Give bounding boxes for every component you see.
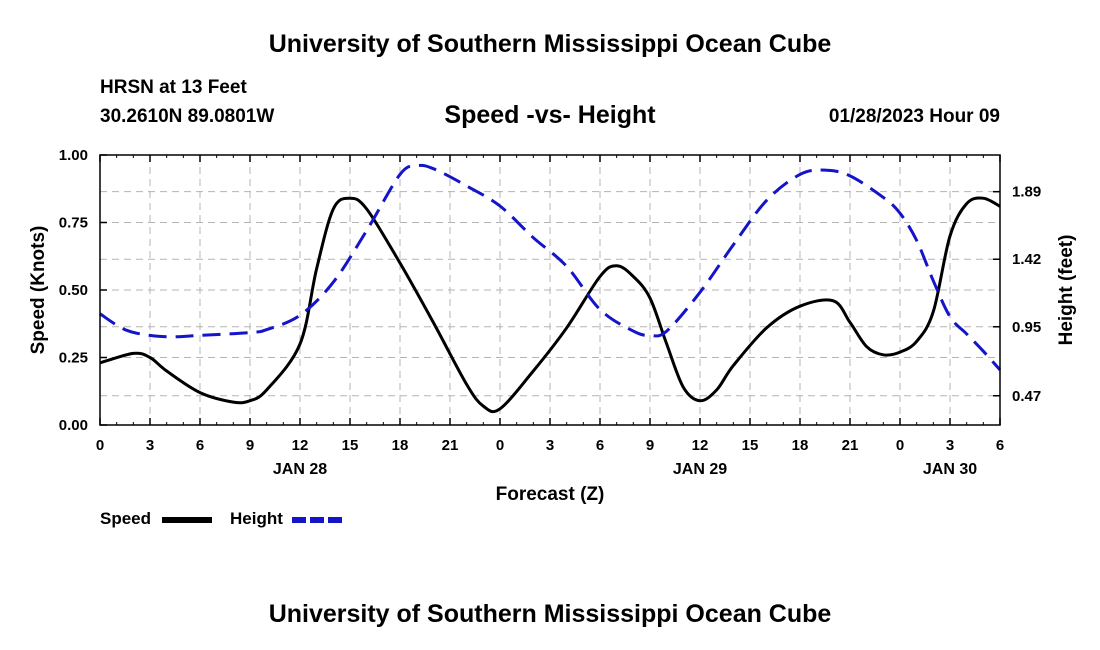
y-left-tick-label: 0.75 <box>59 215 88 232</box>
y-left-tick-label: 0.25 <box>59 350 88 367</box>
forecast-datetime: 01/28/2023 Hour 09 <box>828 106 1000 127</box>
x-tick-label: 6 <box>196 437 204 454</box>
page-title: University of Southern Mississippi Ocean… <box>268 30 832 58</box>
series-line-height <box>99 163 1002 371</box>
y-axis-title-right: Height (feet) <box>1056 235 1077 346</box>
y-left-tick-label: 0.00 <box>59 417 88 434</box>
y-right-tick-label: 0.95 <box>1012 319 1041 336</box>
station-label: HRSN at 13 Feet <box>100 77 247 98</box>
x-tick-label: 9 <box>646 437 654 454</box>
x-axis-title: Forecast (Z) <box>496 484 605 505</box>
y-right-tick-label: 0.47 <box>1012 388 1041 405</box>
grid <box>100 155 1000 425</box>
x-tick-label: 3 <box>946 437 954 454</box>
x-tick-label: 18 <box>392 437 409 454</box>
y-right-tick-label: 1.42 <box>1012 251 1041 268</box>
x-tick-label: 15 <box>742 437 759 454</box>
date-label: JAN 28 <box>273 461 327 478</box>
x-tick-label: 0 <box>96 437 104 454</box>
x-tick-label: 0 <box>496 437 504 454</box>
legend-height-label: Height <box>230 509 283 528</box>
x-tick-label: 21 <box>442 437 459 454</box>
x-tick-label: 0 <box>896 437 904 454</box>
axes: 0 3 6 9 12 15 18 21 0 3 6 9 12 15 18 21 0 3 6 0.00 0.25 0.50 0… <box>28 147 1077 505</box>
x-tick-label: 3 <box>546 437 554 454</box>
x-tick-label: 18 <box>792 437 809 454</box>
date-label: JAN 29 <box>673 461 727 478</box>
date-label: JAN 30 <box>923 461 977 478</box>
legend-speed-label: Speed <box>100 509 152 528</box>
footer-title: University of Southern Mississippi Ocean… <box>268 600 832 628</box>
chart-title: Speed -vs- Height <box>444 101 656 129</box>
x-tick-label: 9 <box>246 437 254 454</box>
series-line-speed <box>99 196 1001 414</box>
coordinates-label: 30.2610N 89.0801W <box>100 106 275 127</box>
x-tick-label: 21 <box>842 437 859 454</box>
y-left-tick-label: 1.00 <box>59 147 88 164</box>
x-tick-label: 6 <box>996 437 1004 454</box>
x-tick-label: 12 <box>292 437 309 454</box>
x-tick-label: 3 <box>146 437 154 454</box>
x-tick-label: 12 <box>692 437 709 454</box>
x-tick-label: 15 <box>342 437 359 454</box>
y-left-tick-label: 0.50 <box>59 282 88 299</box>
y-axis-title-left: Speed (Knots) <box>28 226 49 355</box>
x-tick-label: 6 <box>596 437 604 454</box>
y-right-tick-label: 1.89 <box>1012 184 1041 201</box>
series-layer <box>99 163 1002 414</box>
